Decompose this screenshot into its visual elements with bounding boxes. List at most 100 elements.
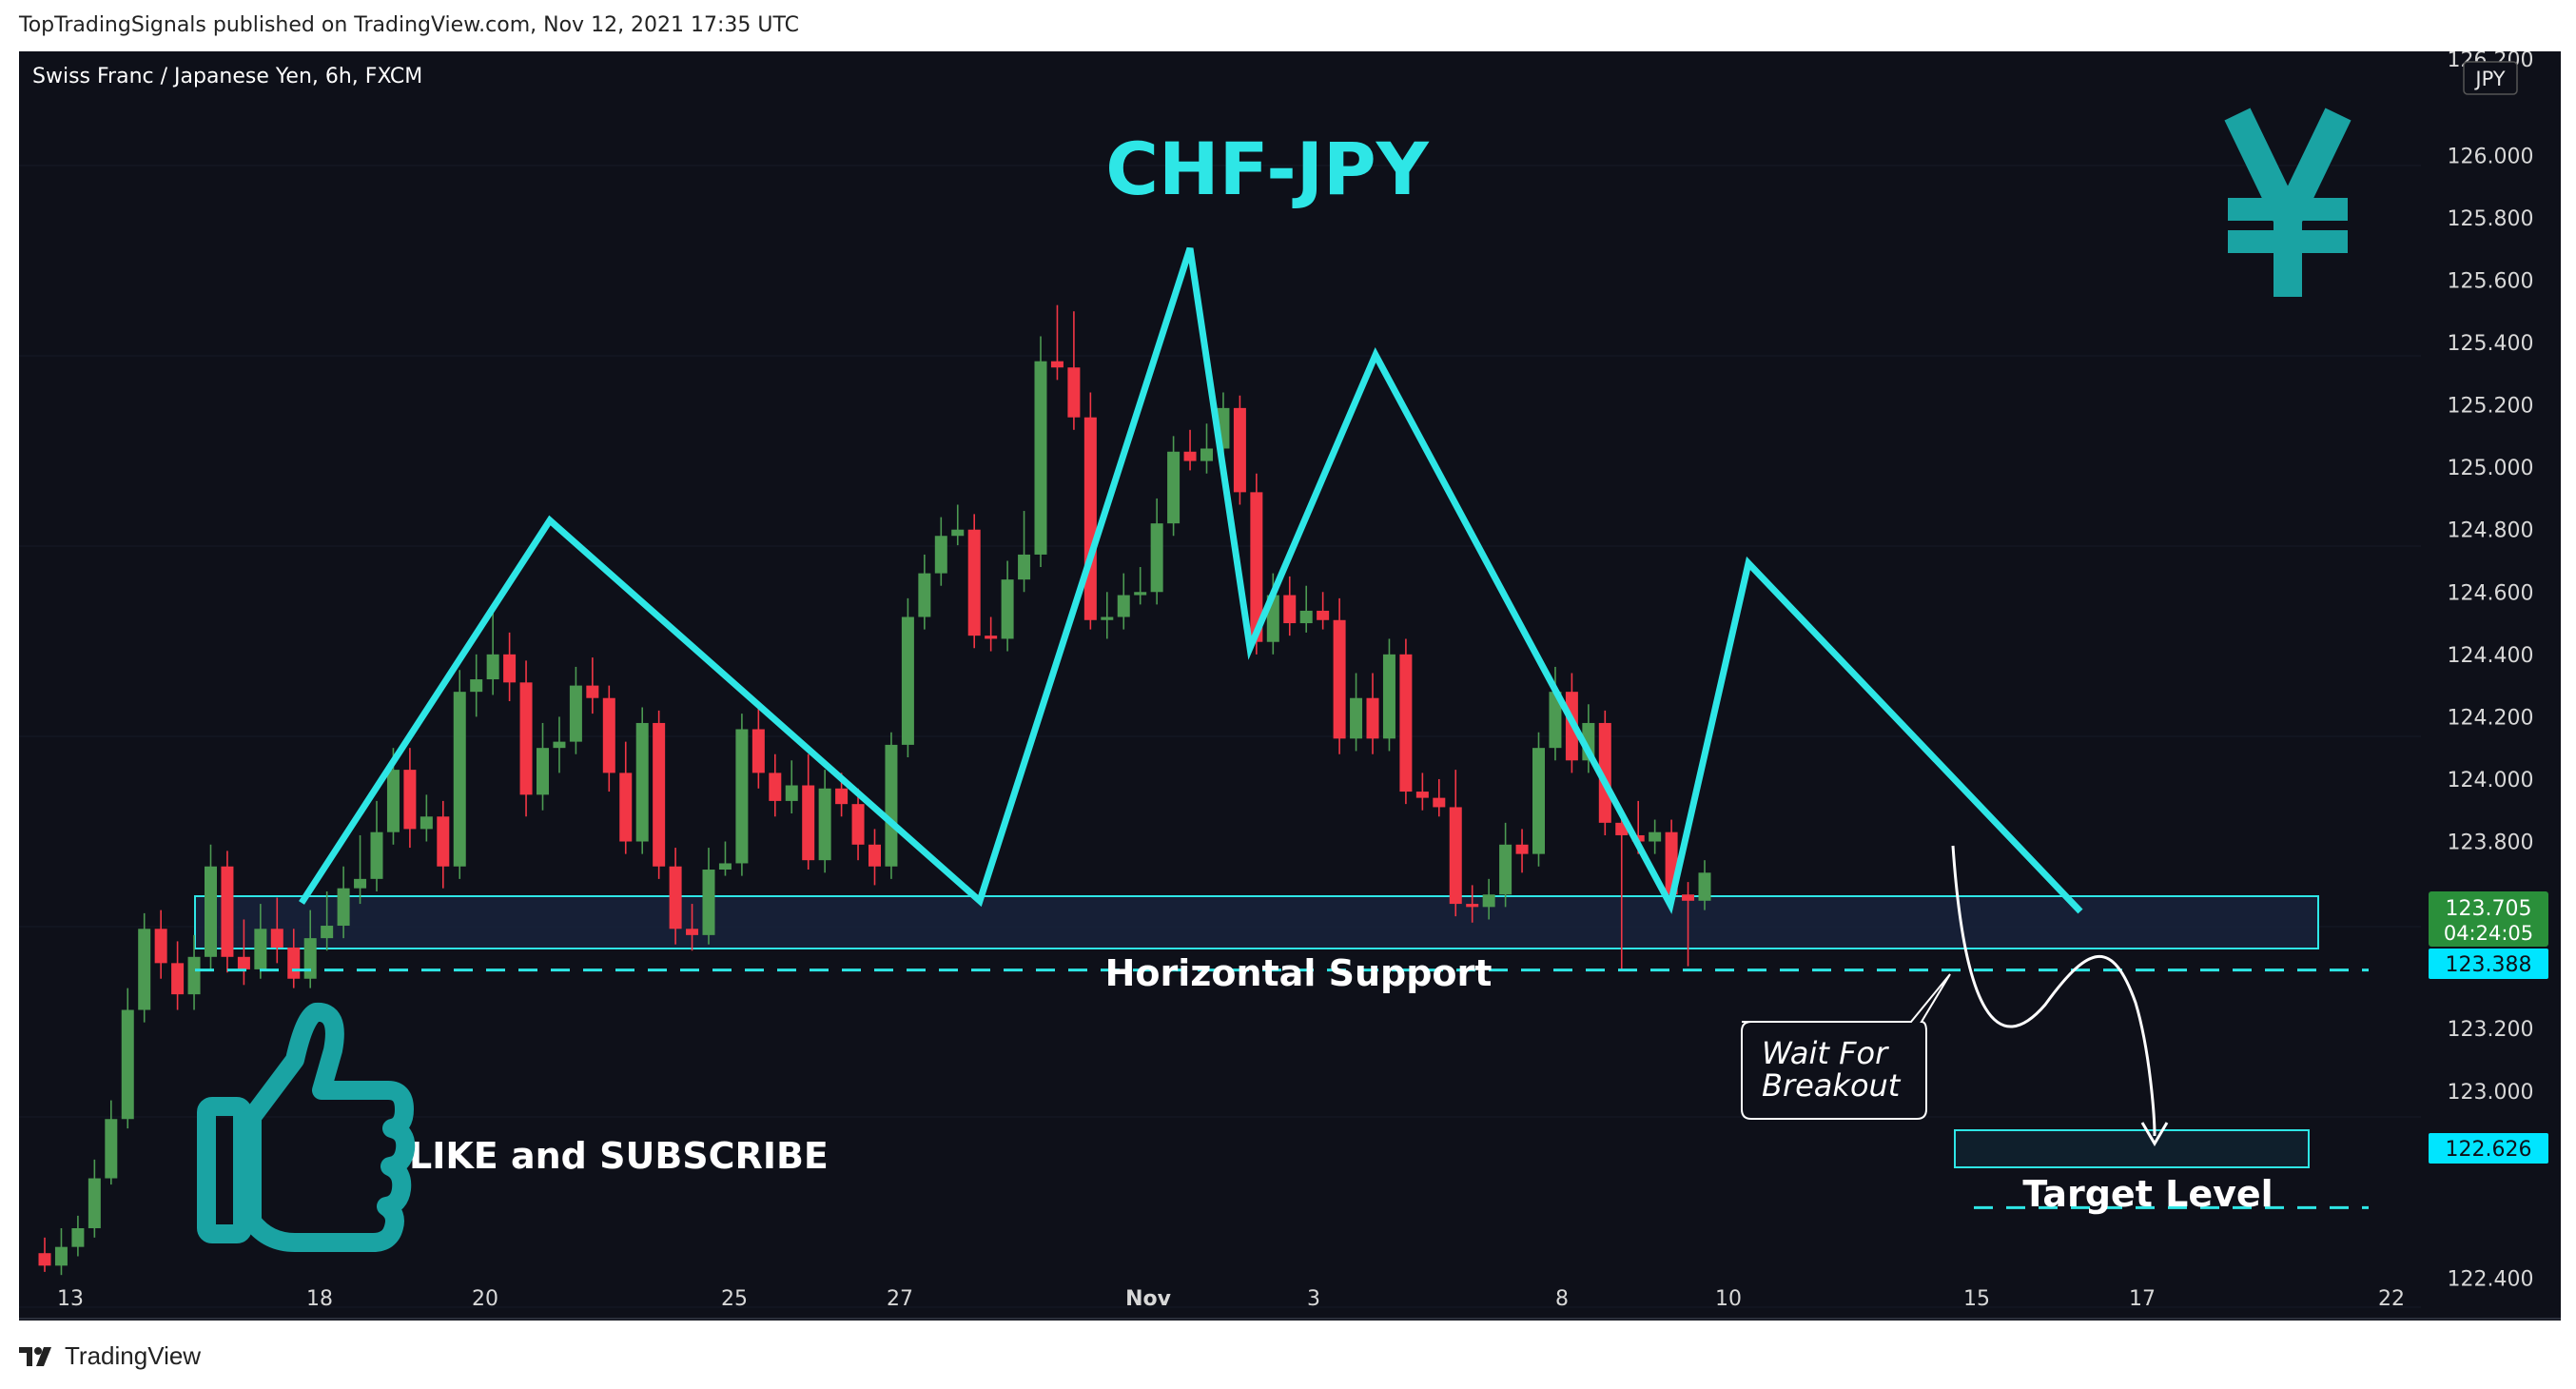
target-level-badge [2429, 1133, 2548, 1164]
candle-body [1117, 595, 1130, 617]
candle-body [735, 729, 749, 864]
callout-bubble [1741, 973, 1951, 1120]
time-label: 18 [306, 1287, 333, 1311]
support-label: Horizontal Support [1105, 952, 1493, 994]
candle-body [1150, 523, 1163, 593]
candle-body [868, 844, 881, 867]
candle-body [1317, 610, 1330, 620]
candle-body [1350, 697, 1363, 739]
chart-title: CHF-JPY [1105, 127, 1429, 211]
candle-body [1466, 904, 1479, 908]
candle-body [1482, 894, 1495, 908]
candle-body [1183, 451, 1197, 461]
candle-body [619, 773, 633, 842]
target-label: Target Level [2022, 1173, 2273, 1215]
candle-body [1101, 616, 1114, 620]
candle-body [519, 682, 533, 795]
candle-body [1449, 807, 1462, 905]
pattern-overlay [195, 246, 2369, 1209]
price-label: 126.000 [2448, 145, 2534, 168]
target-level-value: 122.626 [2446, 1138, 2532, 1162]
callout-line-2: Breakout [1762, 1067, 1902, 1104]
candle-body [54, 1246, 68, 1266]
time-label: Nov [1125, 1287, 1172, 1311]
zones [194, 895, 2319, 1168]
candle-body [154, 929, 167, 964]
candle-body [653, 722, 666, 867]
candle-body [569, 685, 582, 742]
candle-body [1532, 748, 1545, 854]
candle-body [1366, 697, 1379, 739]
candle-body [1299, 610, 1313, 624]
candle-body [1499, 844, 1512, 895]
candle-body [1598, 722, 1611, 823]
projection-arrowhead [2140, 1122, 2169, 1146]
candle-body [785, 785, 798, 801]
price-label: 123.000 [2448, 1081, 2534, 1105]
candle-body [702, 870, 715, 935]
time-label: 20 [472, 1287, 498, 1311]
candle-body [1034, 361, 1047, 555]
time-label: 27 [887, 1287, 913, 1311]
candle-body [321, 926, 334, 939]
support-level-value: 123.388 [2446, 953, 2532, 977]
symbol-label: Swiss Franc / Japanese Yen, 6h, FXCM [32, 65, 423, 88]
time-label: 17 [2129, 1287, 2156, 1311]
last-price-value: 123.705 [2446, 897, 2532, 921]
candle-body [537, 748, 549, 795]
candle-body [1134, 592, 1147, 596]
currency-badge [2463, 61, 2518, 95]
candle-body [751, 729, 765, 773]
cta-text: LIKE and SUBSCRIBE [409, 1135, 829, 1177]
candle-body [967, 529, 981, 636]
candle-body [187, 956, 201, 995]
candle-body [635, 722, 649, 842]
candle-body [901, 616, 914, 745]
candle-body [254, 929, 267, 969]
candle-body [354, 878, 367, 889]
candle-body [1549, 692, 1562, 749]
candle-body [985, 636, 998, 639]
support-level-badge [2429, 949, 2548, 979]
price-label: 125.200 [2448, 395, 2534, 419]
candle-body [1167, 451, 1181, 524]
candle-body [437, 816, 450, 867]
tradingview-footer[interactable]: TradingView [19, 1341, 201, 1371]
head-and-shoulders-pattern [299, 246, 2083, 914]
candle-body [386, 770, 400, 832]
thumbs-up-cuff [197, 1097, 252, 1243]
support-zone [194, 895, 2319, 949]
candle-body [669, 866, 682, 929]
target-box [1954, 1129, 2310, 1168]
chart-panel[interactable]: Wait For Breakout CHF-JPY Horizontal Suppor… [19, 51, 2561, 1321]
candle-body [105, 1119, 118, 1179]
candle-body [835, 788, 849, 805]
time-label: 15 [1963, 1287, 1990, 1311]
candle-body [453, 692, 466, 867]
candle-body [885, 744, 898, 867]
time-label: 22 [2378, 1287, 2405, 1311]
candle-body [171, 963, 185, 995]
currency-label: JPY [2473, 68, 2505, 90]
price-label: 125.600 [2448, 269, 2534, 293]
candle-body [38, 1253, 51, 1266]
candle-body [802, 785, 815, 861]
candle-body [1283, 595, 1297, 624]
candle-body [553, 741, 566, 749]
candle-body [1250, 492, 1263, 642]
yen-icon [2224, 108, 2352, 297]
candle-body [503, 654, 517, 683]
candle-body [1067, 367, 1081, 418]
tradingview-brand: TradingView [65, 1341, 202, 1370]
axes: 126.200JPY126.000125.800125.600125.40012… [19, 51, 2561, 1321]
callout-line-1: Wait For [1762, 1035, 1889, 1071]
projection-path [1951, 845, 2156, 1137]
candle-body [1399, 654, 1413, 792]
candle-body [602, 697, 615, 773]
candle-body [287, 947, 301, 979]
candle-body [237, 956, 250, 969]
candle-body [1233, 407, 1246, 493]
candles [38, 304, 1711, 1276]
